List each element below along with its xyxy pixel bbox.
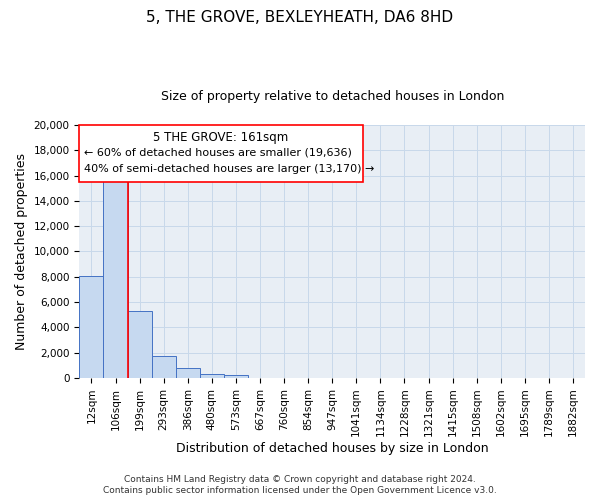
Text: Contains public sector information licensed under the Open Government Licence v3: Contains public sector information licen… <box>103 486 497 495</box>
Text: 5, THE GROVE, BEXLEYHEATH, DA6 8HD: 5, THE GROVE, BEXLEYHEATH, DA6 8HD <box>146 10 454 25</box>
Bar <box>103 170 128 378</box>
Text: 40% of semi-detached houses are larger (13,170) →: 40% of semi-detached houses are larger (… <box>84 164 374 174</box>
Text: Contains HM Land Registry data © Crown copyright and database right 2024.: Contains HM Land Registry data © Crown c… <box>124 474 476 484</box>
X-axis label: Distribution of detached houses by size in London: Distribution of detached houses by size … <box>176 442 488 455</box>
Y-axis label: Number of detached properties: Number of detached properties <box>15 153 28 350</box>
Bar <box>152 356 176 378</box>
Bar <box>79 276 103 378</box>
Bar <box>176 368 200 378</box>
Text: 5 THE GROVE: 161sqm: 5 THE GROVE: 161sqm <box>154 131 289 144</box>
Bar <box>224 376 248 378</box>
Bar <box>128 311 152 378</box>
Title: Size of property relative to detached houses in London: Size of property relative to detached ho… <box>161 90 504 103</box>
Bar <box>200 374 224 378</box>
Text: ← 60% of detached houses are smaller (19,636): ← 60% of detached houses are smaller (19… <box>84 148 352 158</box>
